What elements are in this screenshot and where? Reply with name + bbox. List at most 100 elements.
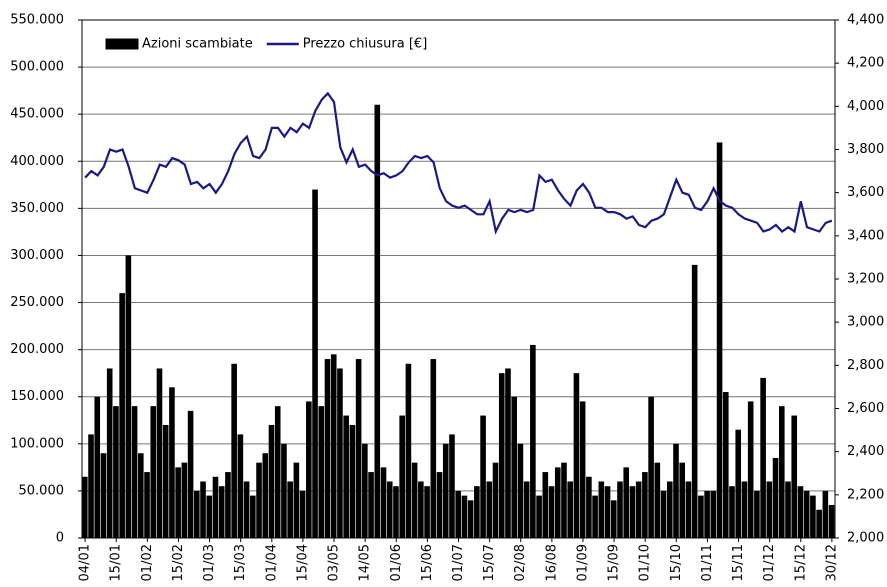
x-tick-label: 01/11 <box>700 544 715 581</box>
price-line <box>84 91 833 235</box>
y-tick-label: 50.000 <box>19 483 65 498</box>
bar <box>536 495 542 538</box>
bar <box>635 481 642 538</box>
y2-tick-label: 3,400 <box>847 228 884 243</box>
y-tick-label: 250.000 <box>10 295 64 310</box>
bar <box>125 255 132 539</box>
bar <box>200 481 206 538</box>
bar <box>380 467 387 538</box>
y-tick-label: 100.000 <box>10 436 64 451</box>
y-tick-label: 400.000 <box>10 154 64 169</box>
bar <box>119 293 125 538</box>
bar <box>355 359 362 538</box>
y2-tick-label: 3,200 <box>847 272 884 287</box>
y2-tick-label: 3,600 <box>847 185 884 200</box>
bar <box>262 453 269 538</box>
bar <box>418 481 424 538</box>
bar <box>766 481 773 538</box>
bar <box>330 354 337 538</box>
bar <box>374 104 381 538</box>
bar <box>586 476 592 538</box>
bar <box>231 363 237 538</box>
bar <box>629 486 636 538</box>
bar <box>218 486 225 538</box>
y-tick-label: 200.000 <box>10 342 64 357</box>
bar <box>592 495 598 538</box>
bar <box>156 368 163 538</box>
bar <box>810 495 816 538</box>
bar <box>498 373 505 538</box>
bar <box>610 500 617 538</box>
bar <box>150 406 157 538</box>
bar <box>760 377 766 538</box>
bar <box>461 495 468 538</box>
bar <box>673 443 679 538</box>
bar <box>368 472 374 538</box>
bar <box>685 481 692 538</box>
bar <box>828 505 835 538</box>
y2-tick-label: 4,000 <box>847 99 884 114</box>
bar <box>666 481 673 538</box>
bar <box>424 486 430 538</box>
x-tick-label: 15/01 <box>109 544 124 581</box>
bar <box>175 467 181 538</box>
y2-tick-label: 4,400 <box>847 13 884 28</box>
bar <box>523 481 530 538</box>
bar <box>187 410 194 538</box>
bar <box>660 490 667 538</box>
bar <box>386 481 393 538</box>
bar <box>747 401 754 538</box>
x-tick-label: 01/12 <box>762 544 777 581</box>
x-tick-label: 15/11 <box>731 544 746 581</box>
bar <box>82 476 88 538</box>
bar <box>436 472 443 538</box>
bar <box>573 373 580 538</box>
bar <box>467 500 474 538</box>
y-tick-label: 550.000 <box>10 13 64 28</box>
bar <box>791 415 798 538</box>
x-tick-label: 14/05 <box>358 544 373 581</box>
x-tick-label: 15/09 <box>607 544 622 581</box>
bar <box>293 462 300 538</box>
bar <box>306 401 312 538</box>
bar <box>642 472 648 538</box>
y-tick-label: 350.000 <box>10 201 64 216</box>
bar <box>411 462 418 538</box>
bar <box>405 363 412 538</box>
bar <box>530 344 536 538</box>
bar <box>561 462 567 538</box>
x-tick-label: 01/03 <box>202 544 217 581</box>
bar <box>281 443 287 538</box>
bar <box>480 415 486 538</box>
bar <box>623 467 630 538</box>
x-tick-label: 01/06 <box>389 544 404 581</box>
bar <box>131 406 138 538</box>
bar <box>138 453 144 538</box>
bar <box>604 486 611 538</box>
bar <box>554 467 561 538</box>
bar <box>362 443 368 538</box>
bar <box>88 434 94 538</box>
bar <box>691 264 698 538</box>
bar <box>113 406 119 538</box>
y-tick-label: 0 <box>56 531 64 546</box>
x-tick-label: 15/06 <box>420 544 435 581</box>
x-tick-label: 01/04 <box>264 544 279 581</box>
bar <box>194 490 200 538</box>
plot-frame <box>81 19 836 539</box>
bar <box>698 495 704 538</box>
bar <box>548 486 555 538</box>
bar <box>741 481 748 538</box>
bar <box>598 481 605 538</box>
legend-swatch <box>105 38 139 50</box>
y-tick-label: 500.000 <box>10 60 64 75</box>
bar <box>256 462 262 538</box>
y2-tick-label: 2,000 <box>847 531 884 546</box>
bar <box>710 490 717 538</box>
bar <box>505 368 511 538</box>
bar <box>822 490 829 538</box>
bar <box>778 406 785 538</box>
x-tick-label: 15/04 <box>295 544 310 581</box>
x-tick-label: 01/10 <box>638 544 653 581</box>
